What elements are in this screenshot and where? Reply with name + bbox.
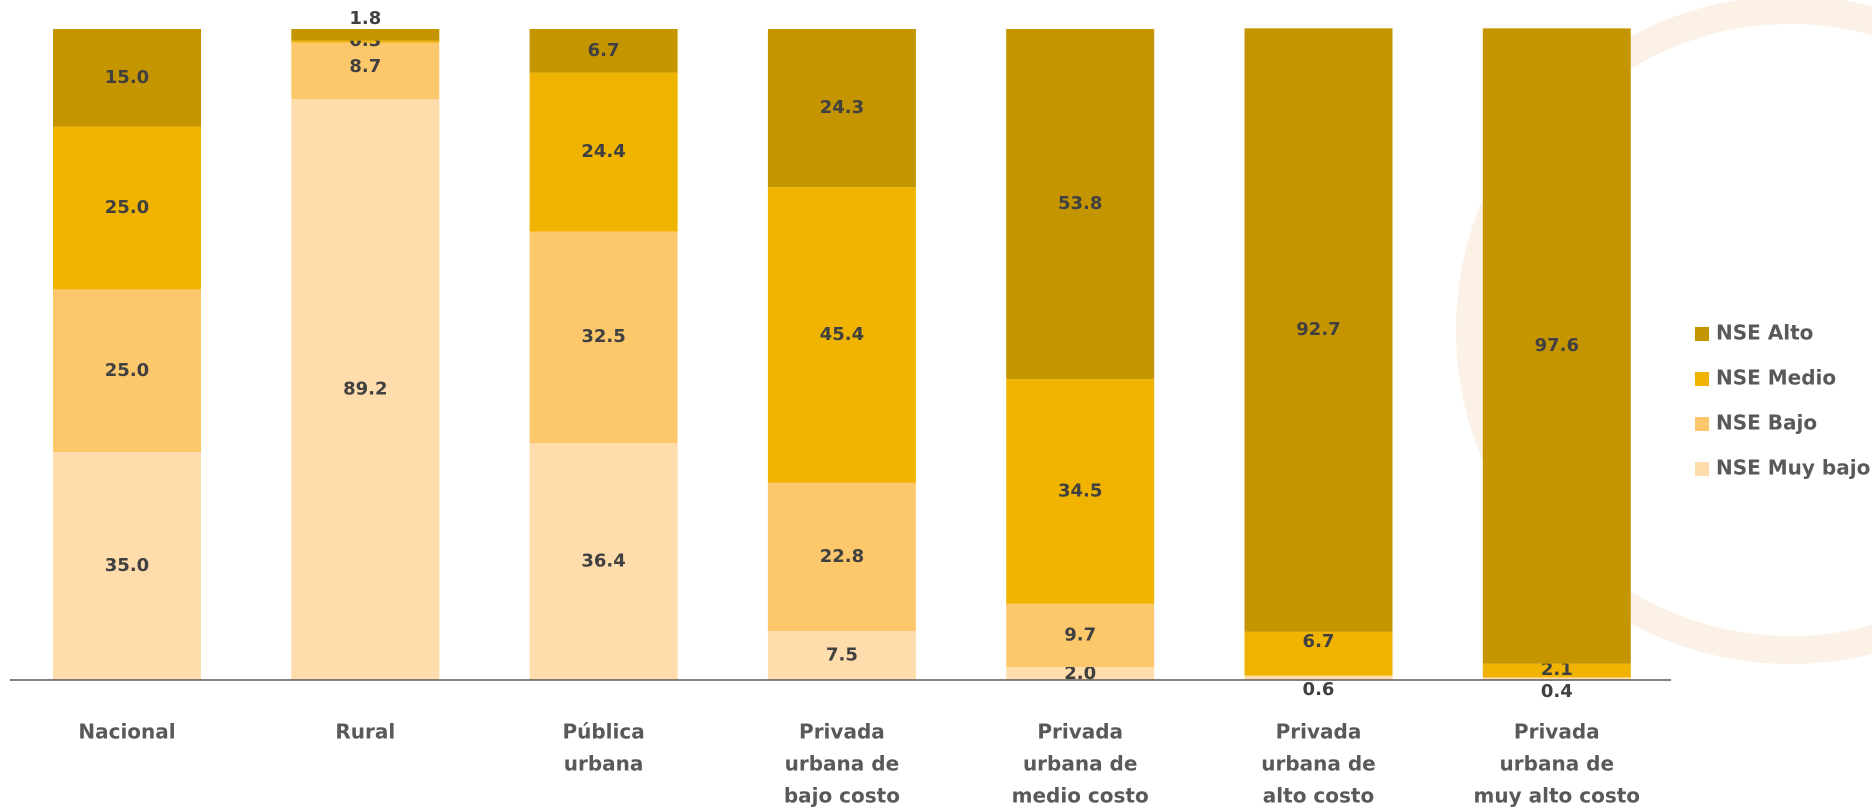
bar-segment <box>529 29 678 73</box>
bar-segment <box>53 126 201 290</box>
legend-swatch <box>1695 462 1709 476</box>
bar-segment <box>1244 676 1393 680</box>
x-tick-label: urbana de <box>1500 752 1615 776</box>
value-label: 25.0 <box>105 197 149 218</box>
legend-swatch <box>1695 417 1709 431</box>
value-label: 22.8 <box>820 546 864 567</box>
value-label: 0.6 <box>1303 679 1335 700</box>
legend-swatch <box>1695 372 1709 386</box>
bar-segment <box>1244 631 1393 676</box>
value-label: 35.0 <box>105 555 149 576</box>
value-label: 25.0 <box>105 360 149 381</box>
value-label: 24.3 <box>820 97 864 118</box>
value-label: 1.8 <box>349 8 381 29</box>
value-label: 6.7 <box>1303 631 1335 652</box>
bar-segment <box>1482 28 1631 664</box>
x-tick-label: urbana de <box>785 752 900 776</box>
x-tick-label: urbana de <box>1261 752 1376 776</box>
value-label: 24.4 <box>581 141 625 162</box>
x-tick-label: Privada <box>1276 720 1362 744</box>
x-tick-label: urbana <box>564 752 644 776</box>
bar-segment <box>291 29 440 41</box>
value-label: 53.8 <box>1058 193 1102 214</box>
bar-segment <box>1006 666 1155 680</box>
bar-segment <box>291 99 440 681</box>
legend-label: NSE Muy bajo <box>1716 456 1870 480</box>
value-label: 32.5 <box>581 326 625 347</box>
value-label: 7.5 <box>826 645 858 666</box>
bar-segment <box>291 40 440 43</box>
x-tick-label: bajo costo <box>784 784 900 808</box>
bar-segment <box>53 289 201 453</box>
x-tick-label: Rural <box>335 720 395 744</box>
x-tick-label: Privada <box>1037 720 1123 744</box>
x-tick-label: muy alto costo <box>1474 784 1641 808</box>
legend-label: NSE Bajo <box>1716 411 1817 435</box>
x-tick-label: Nacional <box>78 720 175 744</box>
bar-segment <box>1244 28 1393 632</box>
legend-swatch <box>1695 327 1709 341</box>
value-label: 92.7 <box>1296 319 1340 340</box>
legend-label: NSE Alto <box>1716 321 1813 345</box>
bar-segment <box>767 482 916 632</box>
bar-segment <box>1006 379 1155 604</box>
bar-segment <box>291 42 440 100</box>
value-label: 2.1 <box>1541 659 1573 680</box>
bar-segment <box>529 443 678 680</box>
bar-segment <box>1006 603 1155 667</box>
value-label: 36.4 <box>581 551 625 572</box>
value-label: 2.0 <box>1064 663 1096 684</box>
value-label: 89.2 <box>343 379 387 400</box>
bar-segment <box>1006 29 1155 380</box>
watermark <box>1456 0 1872 664</box>
value-label: 6.7 <box>588 40 620 61</box>
value-label: 97.6 <box>1535 335 1579 356</box>
bar-segment <box>529 72 678 232</box>
bar-segment <box>767 631 916 680</box>
bar-segment <box>53 29 201 127</box>
value-label: 34.5 <box>1058 481 1102 502</box>
bar-segment <box>767 29 916 188</box>
x-tick-label: Pública <box>562 720 644 744</box>
value-label: 15.0 <box>105 67 149 88</box>
value-label: 0.4 <box>1541 681 1573 702</box>
x-tick-label: alto costo <box>1263 784 1374 808</box>
x-tick-label: medio costo <box>1012 784 1149 808</box>
value-label: 45.4 <box>820 324 864 345</box>
bar-segment <box>1244 675 1393 677</box>
value-label: 8.7 <box>349 56 381 77</box>
bar-segment <box>529 231 678 444</box>
bar-segment <box>1482 677 1631 680</box>
bar-segment <box>767 187 916 483</box>
legend-label: NSE Medio <box>1716 366 1836 390</box>
value-label: 9.7 <box>1064 624 1096 645</box>
bar-segment <box>1482 663 1631 678</box>
x-tick-label: urbana de <box>1023 752 1138 776</box>
x-tick-label: Privada <box>1514 720 1600 744</box>
bar-segment <box>53 452 201 680</box>
x-tick-label: Privada <box>799 720 885 744</box>
